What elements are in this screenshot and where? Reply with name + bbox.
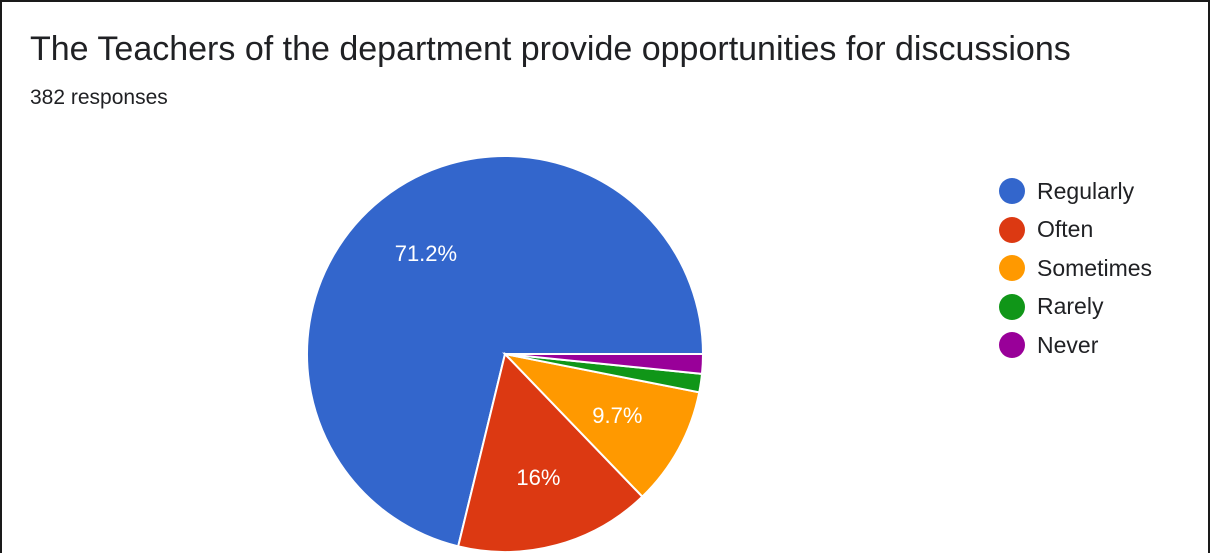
slice-label-regularly: 71.2% bbox=[395, 241, 457, 266]
pie-slice-labels: 71.2% 16% 9.7% bbox=[395, 241, 643, 490]
legend-label: Rarely bbox=[1037, 293, 1104, 320]
slice-label-often: 16% bbox=[516, 465, 560, 490]
legend-swatch bbox=[999, 293, 1025, 320]
response-count: 382 responses bbox=[30, 86, 168, 109]
legend-item-sometimes: Sometimes bbox=[999, 249, 1152, 288]
legend-swatch bbox=[999, 216, 1025, 243]
chart-legend: Regularly Often Sometimes Rarely Never bbox=[999, 172, 1152, 365]
legend-item-never: Never bbox=[999, 326, 1152, 365]
legend-label: Sometimes bbox=[1037, 254, 1153, 281]
chart-title: The Teachers of the department provide o… bbox=[30, 30, 1071, 68]
legend-label: Never bbox=[1037, 331, 1099, 358]
legend-label: Often bbox=[1037, 216, 1094, 243]
pie-slice-sometimes bbox=[502, 352, 701, 499]
legend-swatch bbox=[999, 255, 1025, 282]
pie-slices bbox=[306, 155, 705, 553]
pie-slice-often bbox=[456, 351, 644, 553]
legend-item-regularly: Regularly bbox=[999, 172, 1152, 211]
legend-label: Regularly bbox=[1037, 177, 1135, 204]
pie-slice-never bbox=[504, 353, 705, 375]
legend-item-rarely: Rarely bbox=[999, 288, 1152, 327]
pie-slice-regularly bbox=[306, 155, 705, 548]
legend-swatch bbox=[999, 178, 1025, 205]
slice-label-sometimes: 9.7% bbox=[592, 403, 642, 428]
legend-item-often: Often bbox=[999, 211, 1152, 250]
legend-swatch bbox=[999, 332, 1025, 359]
